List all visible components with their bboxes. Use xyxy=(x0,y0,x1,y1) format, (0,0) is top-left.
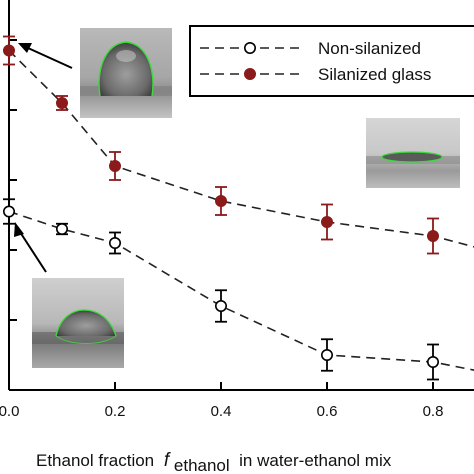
x-tick-label-4: 0.8 xyxy=(423,403,444,420)
x-axis-label-subscript: ethanol xyxy=(174,456,230,474)
x-axis-label-symbol: f xyxy=(164,450,171,471)
legend-item-1: Silanized glass xyxy=(200,65,431,84)
droplet-inset-silanized-pure-water xyxy=(80,28,172,118)
x-axis-label-text: Ethanol fraction xyxy=(36,451,154,470)
series-1-point-2 xyxy=(109,160,122,173)
series-0 xyxy=(3,198,474,381)
x-tick-label-2: 0.4 xyxy=(211,403,232,420)
arrow-line-non-silanized xyxy=(19,231,47,273)
arrow-head-silanized-icon xyxy=(18,43,32,53)
x-axis-label: Ethanol fraction f ethanol in water-etha… xyxy=(36,450,392,474)
legend-item-0: Non-silanized xyxy=(200,39,421,58)
arrow-line-silanized xyxy=(27,47,73,69)
x-axis-label-suffix: in water-ethanol mix xyxy=(234,451,391,470)
legend-label-1: Silanized glass xyxy=(318,65,431,84)
arrow-head-non-silanized-icon xyxy=(14,222,24,237)
legend-marker-0 xyxy=(244,41,257,54)
series-0-point-3 xyxy=(215,299,228,312)
series-1-point-3 xyxy=(215,195,228,208)
series-1-point-5 xyxy=(426,230,439,243)
series-1 xyxy=(3,35,474,255)
series-1-point-4 xyxy=(320,216,333,229)
droplet-inset-non-silanized-pure-water xyxy=(32,278,124,368)
droplet-inset-silanized-high-ethanol xyxy=(366,118,460,188)
legend-marker-1 xyxy=(244,68,257,81)
series-0-point-2 xyxy=(109,237,122,250)
series-1-point-0 xyxy=(3,44,15,57)
series-0-point-4 xyxy=(320,348,333,361)
x-tick-label-1: 0.2 xyxy=(105,403,126,420)
legend-label-0: Non-silanized xyxy=(318,39,421,58)
legend: Non-silanized Silanized glass xyxy=(189,25,474,97)
x-tick-label-0: 0.0 xyxy=(0,403,19,420)
series-layer xyxy=(3,35,474,381)
y-axis-ticks xyxy=(9,39,17,391)
x-axis-ticks: 0.0 0.2 0.4 0.6 0.8 xyxy=(0,382,443,420)
legend-box xyxy=(189,25,474,97)
series-0-point-0 xyxy=(3,205,15,218)
series-1-point-1 xyxy=(55,97,68,110)
series-0-point-1 xyxy=(55,223,68,236)
series-0-point-5 xyxy=(426,355,439,368)
x-tick-label-3: 0.6 xyxy=(317,403,338,420)
